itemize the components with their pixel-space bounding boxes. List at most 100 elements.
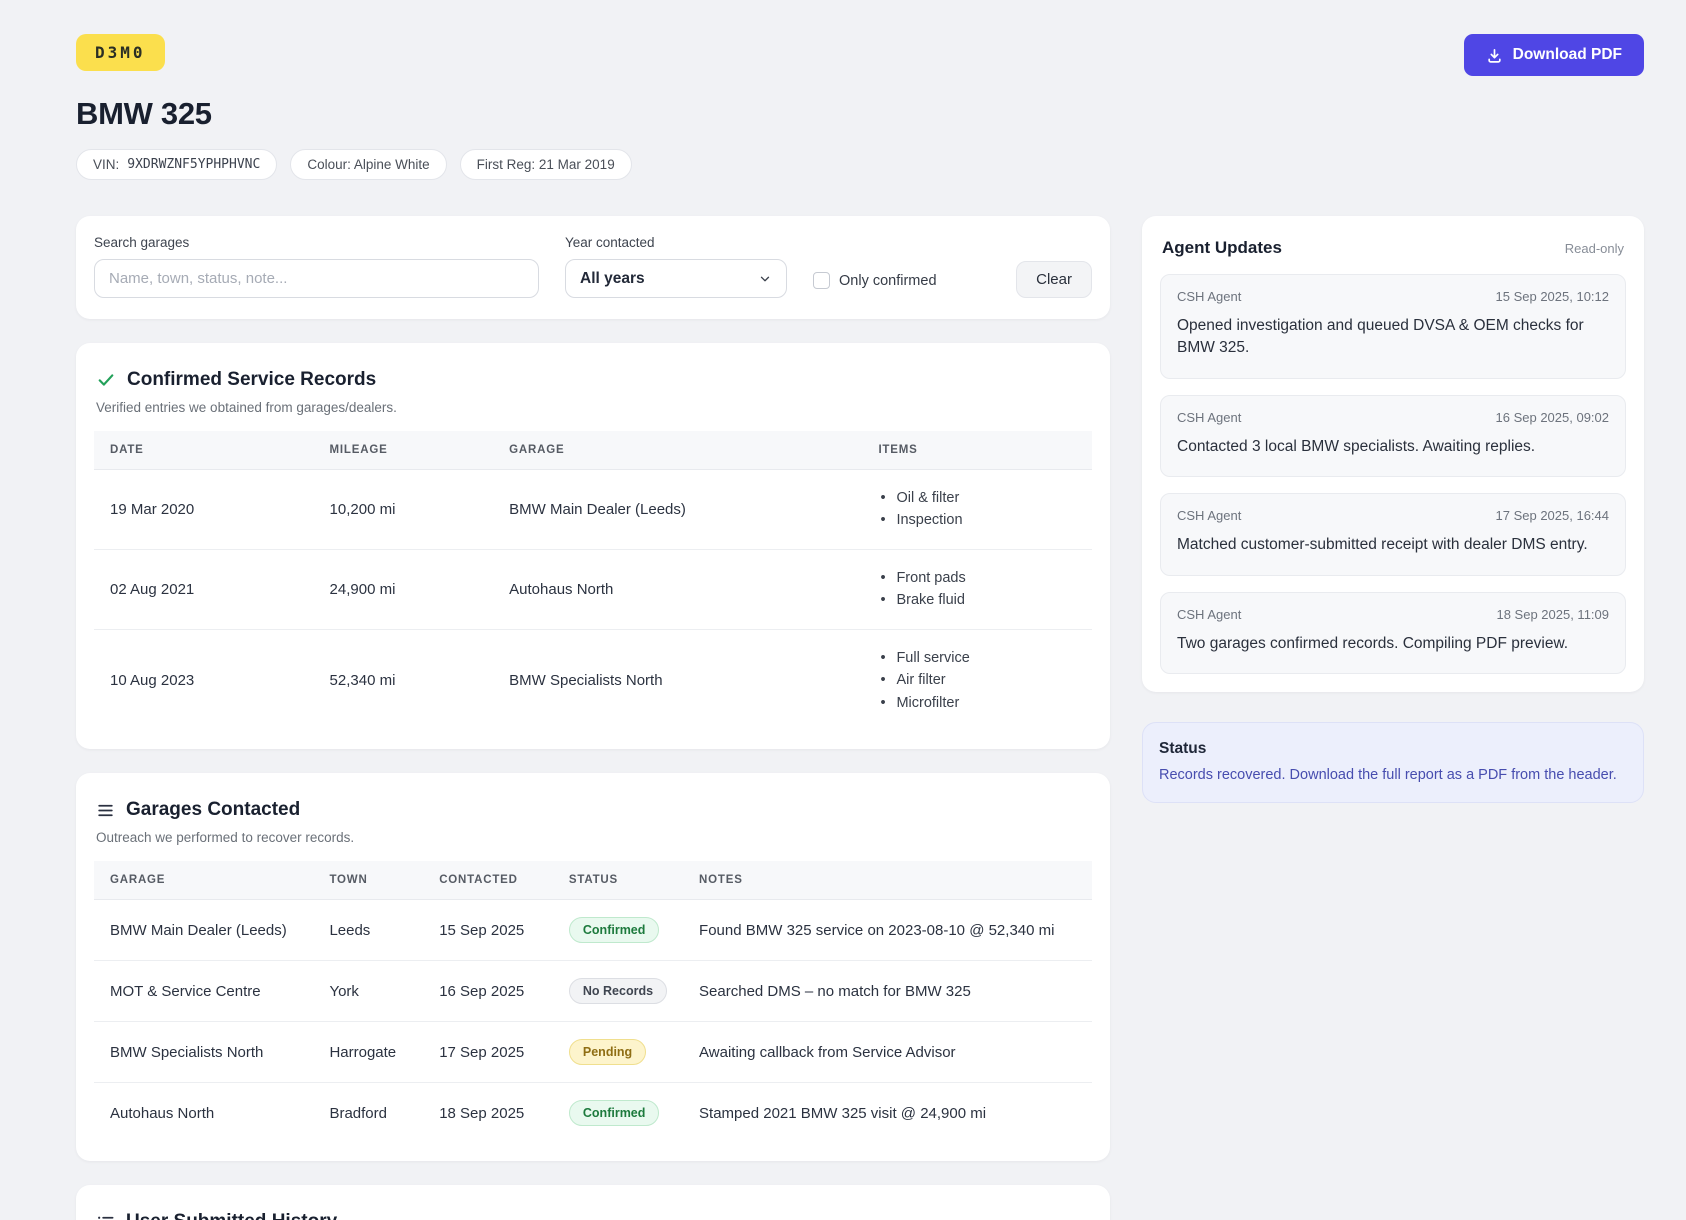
record-mileage: 52,340 mi	[314, 629, 494, 731]
confirmed-records-subtitle: Verified entries we obtained from garage…	[96, 400, 1092, 415]
search-input[interactable]	[94, 259, 539, 298]
garage-contacted: 15 Sep 2025	[423, 900, 553, 961]
record-item: Inspection	[878, 509, 1076, 531]
record-item: Oil & filter	[878, 487, 1076, 509]
record-item: Microfilter	[878, 692, 1076, 714]
record-items: Oil & filter Inspection	[878, 487, 1076, 532]
table-row: 10 Aug 2023 52,340 mi BMW Specialists No…	[94, 629, 1092, 731]
agent-update-item: CSH Agent 15 Sep 2025, 10:12 Opened inve…	[1160, 274, 1626, 379]
update-author: CSH Agent	[1177, 508, 1241, 523]
agent-update-item: CSH Agent 17 Sep 2025, 16:44 Matched cus…	[1160, 493, 1626, 575]
update-time: 16 Sep 2025, 09:02	[1496, 410, 1610, 425]
record-date: 19 Mar 2020	[94, 470, 314, 550]
vin-value: 9XDRWZNF5YPHPHVNC	[127, 157, 260, 172]
garage-contacted: 17 Sep 2025	[423, 1022, 553, 1083]
vin-chip: VIN: 9XDRWZNF5YPHPHVNC	[76, 149, 277, 180]
col-status: STATUS	[553, 861, 683, 900]
table-row: BMW Specialists North Harrogate 17 Sep 2…	[94, 1022, 1092, 1083]
col-mileage: MILEAGE	[314, 431, 494, 470]
record-item: Brake fluid	[878, 589, 1076, 611]
garage-town: York	[313, 961, 423, 1022]
table-row: Autohaus North Bradford 18 Sep 2025 Conf…	[94, 1083, 1092, 1144]
garage-notes: Found BMW 325 service on 2023-08-10 @ 52…	[683, 900, 1092, 961]
garage-contacted: 16 Sep 2025	[423, 961, 553, 1022]
check-icon	[96, 370, 116, 390]
demo-badge: D3M0	[76, 34, 165, 71]
agent-updates-title: Agent Updates	[1162, 238, 1282, 258]
update-time: 15 Sep 2025, 10:12	[1496, 289, 1610, 304]
agent-updates-card: Agent Updates Read-only CSH Agent 15 Sep…	[1142, 216, 1644, 692]
confirmed-records-table: DATE MILEAGE GARAGE ITEMS 19 Mar 2020 10…	[94, 431, 1092, 731]
header: D3M0 Download PDF	[76, 34, 1644, 76]
col-items: ITEMS	[862, 431, 1092, 470]
record-item: Front pads	[878, 567, 1076, 589]
sidebar: Agent Updates Read-only CSH Agent 15 Sep…	[1142, 216, 1644, 803]
first-reg-chip: First Reg: 21 Mar 2019	[460, 149, 632, 180]
garage-name: BMW Specialists North	[94, 1022, 313, 1083]
garages-contacted-title: Garages Contacted	[126, 799, 300, 821]
record-item: Full service	[878, 647, 1076, 669]
table-row: 02 Aug 2021 24,900 mi Autohaus North Fro…	[94, 549, 1092, 629]
vin-label: VIN:	[93, 157, 119, 172]
update-text: Two garages confirmed records. Compiling…	[1177, 633, 1609, 655]
record-mileage: 24,900 mi	[314, 549, 494, 629]
year-select[interactable]: All years	[565, 259, 787, 298]
record-item: Air filter	[878, 669, 1076, 691]
update-text: Matched customer-submitted receipt with …	[1177, 534, 1609, 556]
status-panel: Status Records recovered. Download the f…	[1142, 722, 1644, 803]
download-icon	[1486, 47, 1503, 64]
year-label: Year contacted	[565, 235, 787, 250]
clear-button[interactable]: Clear	[1016, 261, 1092, 298]
year-select-value: All years	[580, 270, 645, 288]
record-items: Front pads Brake fluid	[878, 567, 1076, 612]
garage-town: Leeds	[313, 900, 423, 961]
col-contacted: CONTACTED	[423, 861, 553, 900]
status-badge: Pending	[569, 1039, 646, 1065]
only-confirmed-checkbox[interactable]	[813, 272, 830, 289]
garages-contacted-table: GARAGE TOWN CONTACTED STATUS NOTES BMW M…	[94, 861, 1092, 1143]
record-items: Full service Air filter Microfilter	[878, 647, 1076, 714]
status-badge: Confirmed	[569, 1100, 660, 1126]
update-author: CSH Agent	[1177, 607, 1241, 622]
confirmed-records-card: Confirmed Service Records Verified entri…	[76, 343, 1110, 749]
garage-notes: Searched DMS – no match for BMW 325	[683, 961, 1092, 1022]
garage-notes: Awaiting callback from Service Advisor	[683, 1022, 1092, 1083]
colour-chip: Colour: Alpine White	[290, 149, 446, 180]
update-author: CSH Agent	[1177, 410, 1241, 425]
garage-contacted: 18 Sep 2025	[423, 1083, 553, 1144]
only-confirmed-group: Only confirmed	[813, 272, 937, 298]
confirmed-records-title: Confirmed Service Records	[127, 369, 376, 391]
user-history-card: User Submitted History Entries provided …	[76, 1185, 1110, 1220]
garage-notes: Stamped 2021 BMW 325 visit @ 24,900 mi	[683, 1083, 1092, 1144]
table-header-row: GARAGE TOWN CONTACTED STATUS NOTES	[94, 861, 1092, 900]
update-author: CSH Agent	[1177, 289, 1241, 304]
status-badge: No Records	[569, 978, 667, 1004]
garage-town: Bradford	[313, 1083, 423, 1144]
garages-contacted-card: Garages Contacted Outreach we performed …	[76, 773, 1110, 1161]
download-pdf-button[interactable]: Download PDF	[1464, 34, 1644, 76]
update-time: 17 Sep 2025, 16:44	[1496, 508, 1610, 523]
garage-name: BMW Main Dealer (Leeds)	[94, 900, 313, 961]
table-row: BMW Main Dealer (Leeds) Leeds 15 Sep 202…	[94, 900, 1092, 961]
col-garage: GARAGE	[94, 861, 313, 900]
record-mileage: 10,200 mi	[314, 470, 494, 550]
main-column: Search garages Year contacted All years …	[76, 216, 1110, 1220]
col-garage: GARAGE	[493, 431, 862, 470]
garage-name: MOT & Service Centre	[94, 961, 313, 1022]
status-title: Status	[1159, 740, 1627, 758]
table-row: MOT & Service Centre York 16 Sep 2025 No…	[94, 961, 1092, 1022]
download-pdf-label: Download PDF	[1513, 46, 1622, 64]
search-field-group: Search garages	[94, 235, 539, 298]
col-date: DATE	[94, 431, 314, 470]
update-time: 18 Sep 2025, 11:09	[1496, 607, 1609, 622]
update-text: Opened investigation and queued DVSA & O…	[1177, 315, 1609, 360]
readonly-label: Read-only	[1565, 241, 1624, 256]
garage-name: Autohaus North	[94, 1083, 313, 1144]
table-header-row: DATE MILEAGE GARAGE ITEMS	[94, 431, 1092, 470]
garages-contacted-subtitle: Outreach we performed to recover records…	[96, 830, 1092, 845]
record-garage: BMW Specialists North	[493, 629, 862, 731]
year-field-group: Year contacted All years	[565, 235, 787, 298]
garage-town: Harrogate	[313, 1022, 423, 1083]
status-badge: Confirmed	[569, 917, 660, 943]
list-icon	[96, 1213, 115, 1220]
